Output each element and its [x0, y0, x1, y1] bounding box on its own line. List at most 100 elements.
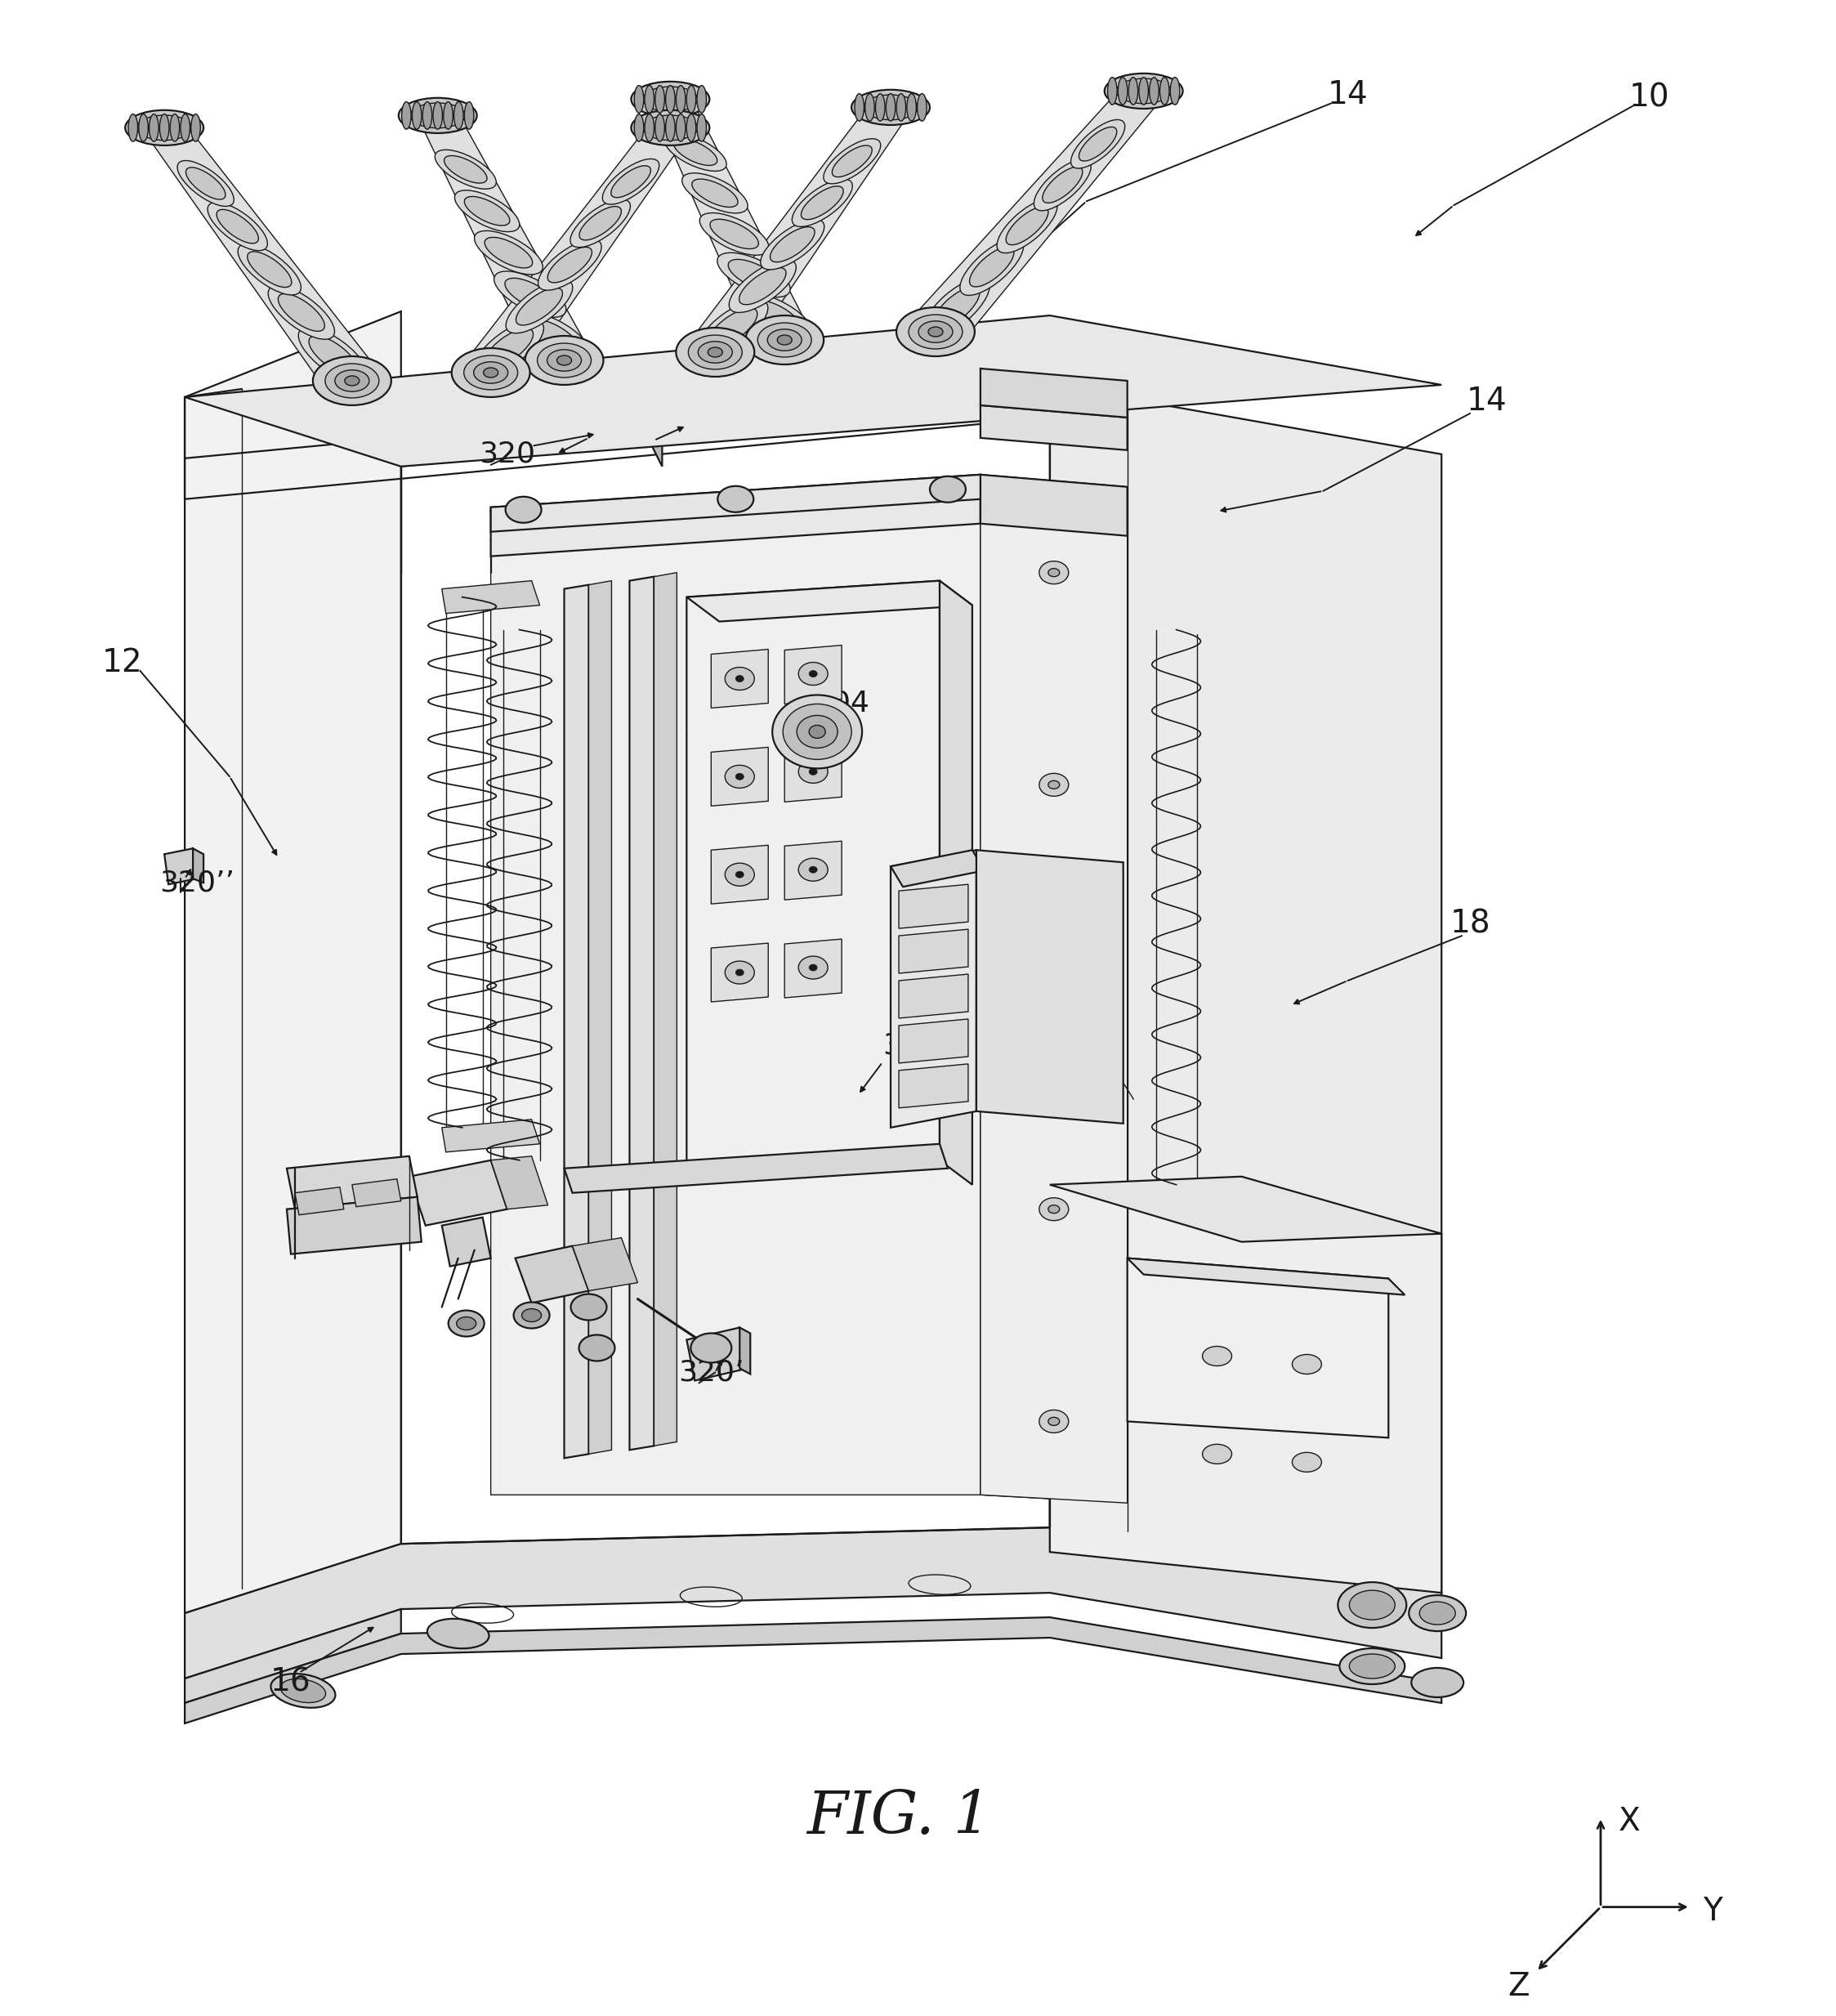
Text: FIG. 1: FIG. 1: [806, 1788, 991, 1847]
Ellipse shape: [334, 371, 369, 391]
Ellipse shape: [799, 956, 828, 980]
Ellipse shape: [1048, 994, 1059, 1002]
Polygon shape: [784, 645, 841, 704]
Ellipse shape: [409, 103, 465, 129]
Ellipse shape: [725, 863, 755, 885]
Ellipse shape: [547, 248, 591, 282]
Ellipse shape: [411, 101, 422, 129]
Ellipse shape: [178, 161, 233, 206]
Text: 300: 300: [883, 1032, 940, 1060]
Ellipse shape: [698, 115, 707, 141]
Ellipse shape: [1080, 127, 1116, 161]
Ellipse shape: [578, 1335, 615, 1361]
Ellipse shape: [887, 93, 896, 121]
Polygon shape: [900, 974, 968, 1018]
Ellipse shape: [1170, 77, 1181, 105]
Polygon shape: [468, 117, 685, 389]
Ellipse shape: [643, 87, 698, 111]
Ellipse shape: [810, 867, 817, 873]
Ellipse shape: [538, 343, 591, 377]
Polygon shape: [694, 97, 905, 367]
Polygon shape: [420, 107, 588, 373]
Ellipse shape: [929, 476, 966, 502]
Polygon shape: [286, 1155, 417, 1210]
Polygon shape: [589, 405, 646, 442]
Ellipse shape: [1412, 1667, 1463, 1697]
Ellipse shape: [773, 696, 863, 768]
Polygon shape: [564, 585, 589, 1458]
Ellipse shape: [632, 111, 709, 145]
Ellipse shape: [907, 93, 916, 121]
Ellipse shape: [207, 202, 268, 250]
Ellipse shape: [692, 179, 738, 208]
Ellipse shape: [896, 306, 975, 357]
Ellipse shape: [698, 85, 707, 113]
Ellipse shape: [345, 375, 360, 385]
Ellipse shape: [171, 115, 180, 141]
Ellipse shape: [876, 93, 885, 121]
Ellipse shape: [452, 349, 531, 397]
Polygon shape: [490, 474, 980, 556]
Ellipse shape: [485, 329, 532, 367]
Polygon shape: [296, 1187, 343, 1216]
Ellipse shape: [465, 101, 474, 129]
Ellipse shape: [1129, 77, 1138, 105]
Ellipse shape: [633, 115, 644, 141]
Ellipse shape: [725, 962, 755, 984]
Ellipse shape: [465, 355, 518, 389]
Ellipse shape: [1160, 77, 1170, 105]
Ellipse shape: [718, 252, 789, 296]
Ellipse shape: [655, 85, 665, 113]
Text: 320: 320: [479, 439, 536, 468]
Polygon shape: [185, 1528, 1441, 1679]
Polygon shape: [516, 1246, 589, 1302]
Ellipse shape: [736, 970, 744, 976]
Ellipse shape: [674, 139, 718, 165]
Ellipse shape: [217, 210, 259, 244]
Ellipse shape: [1070, 119, 1125, 169]
Polygon shape: [193, 849, 204, 883]
Polygon shape: [185, 314, 1441, 466]
Polygon shape: [977, 851, 1124, 1123]
Ellipse shape: [1039, 1198, 1069, 1220]
Ellipse shape: [444, 101, 453, 129]
Ellipse shape: [1338, 1583, 1406, 1627]
Ellipse shape: [239, 244, 301, 294]
Ellipse shape: [960, 238, 1023, 296]
Polygon shape: [914, 79, 1159, 349]
Ellipse shape: [799, 859, 828, 881]
Ellipse shape: [1107, 77, 1116, 105]
Polygon shape: [940, 581, 973, 1185]
Ellipse shape: [1349, 1653, 1395, 1679]
Ellipse shape: [299, 327, 369, 383]
Ellipse shape: [402, 101, 411, 129]
Polygon shape: [589, 405, 663, 448]
Polygon shape: [784, 744, 841, 802]
Polygon shape: [1050, 385, 1441, 1593]
Ellipse shape: [725, 667, 755, 689]
Ellipse shape: [709, 347, 723, 357]
Polygon shape: [900, 1064, 968, 1109]
Polygon shape: [890, 851, 977, 1127]
Ellipse shape: [1006, 208, 1048, 244]
Ellipse shape: [1340, 1649, 1405, 1683]
Ellipse shape: [676, 115, 685, 141]
Ellipse shape: [698, 300, 767, 355]
Ellipse shape: [580, 206, 621, 240]
Ellipse shape: [734, 292, 812, 339]
Ellipse shape: [799, 760, 828, 782]
Ellipse shape: [248, 252, 292, 288]
Ellipse shape: [547, 349, 582, 371]
Polygon shape: [980, 474, 1127, 536]
Ellipse shape: [676, 329, 755, 377]
Ellipse shape: [909, 314, 962, 349]
Ellipse shape: [1043, 167, 1083, 204]
Ellipse shape: [758, 323, 812, 357]
Ellipse shape: [865, 93, 874, 121]
Polygon shape: [1127, 1258, 1388, 1437]
Polygon shape: [740, 1327, 751, 1375]
Text: 10: 10: [1629, 83, 1671, 113]
Text: 304: 304: [813, 689, 870, 718]
Ellipse shape: [700, 214, 769, 256]
Text: Z: Z: [1507, 1972, 1529, 2002]
